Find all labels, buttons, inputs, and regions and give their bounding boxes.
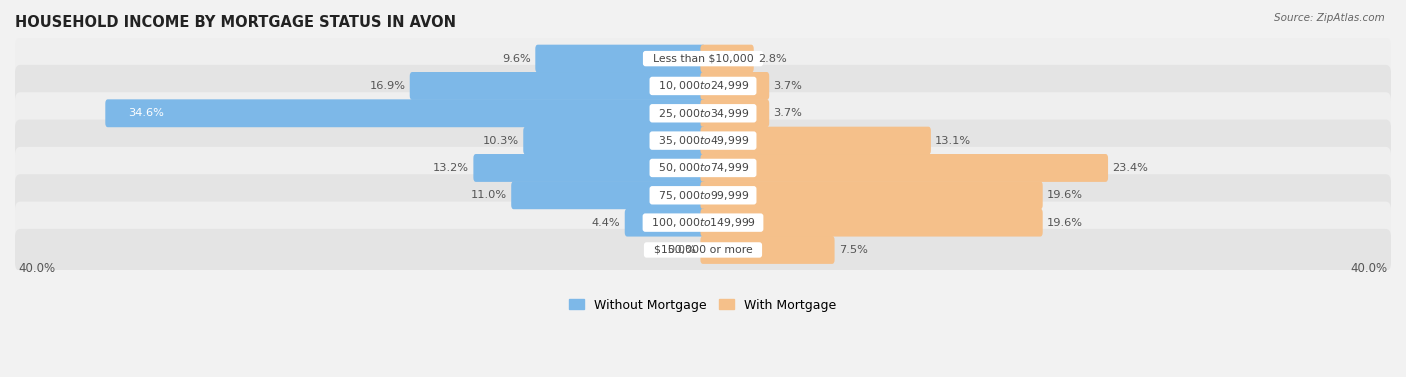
FancyBboxPatch shape [523,127,706,155]
FancyBboxPatch shape [700,209,1043,236]
FancyBboxPatch shape [700,181,1043,209]
FancyBboxPatch shape [105,100,706,127]
Text: 34.6%: 34.6% [128,108,165,118]
Text: $25,000 to $34,999: $25,000 to $34,999 [652,107,754,120]
Text: 19.6%: 19.6% [1047,218,1083,228]
Text: 3.7%: 3.7% [773,81,803,91]
Text: $100,000 to $149,999: $100,000 to $149,999 [645,216,761,229]
Text: 19.6%: 19.6% [1047,190,1083,200]
FancyBboxPatch shape [15,202,1391,244]
Text: 10.3%: 10.3% [482,136,519,146]
Text: $75,000 to $99,999: $75,000 to $99,999 [652,189,754,202]
FancyBboxPatch shape [700,154,1108,182]
FancyBboxPatch shape [15,38,1391,80]
Text: $50,000 to $74,999: $50,000 to $74,999 [652,161,754,175]
FancyBboxPatch shape [700,44,754,72]
Text: 9.6%: 9.6% [502,54,531,64]
Text: 2.8%: 2.8% [758,54,787,64]
FancyBboxPatch shape [474,154,706,182]
Text: 0.0%: 0.0% [668,245,696,255]
FancyBboxPatch shape [15,147,1391,189]
Text: 11.0%: 11.0% [471,190,508,200]
Text: 40.0%: 40.0% [18,262,56,275]
Text: HOUSEHOLD INCOME BY MORTGAGE STATUS IN AVON: HOUSEHOLD INCOME BY MORTGAGE STATUS IN A… [15,15,456,30]
Text: 13.2%: 13.2% [433,163,470,173]
FancyBboxPatch shape [700,72,769,100]
Text: 23.4%: 23.4% [1112,163,1149,173]
Text: Source: ZipAtlas.com: Source: ZipAtlas.com [1274,13,1385,23]
Text: $10,000 to $24,999: $10,000 to $24,999 [652,80,754,92]
FancyBboxPatch shape [624,209,706,236]
Text: 3.7%: 3.7% [773,108,803,118]
Text: 7.5%: 7.5% [839,245,868,255]
Text: 16.9%: 16.9% [370,81,405,91]
Text: 13.1%: 13.1% [935,136,972,146]
FancyBboxPatch shape [700,127,931,155]
Text: 4.4%: 4.4% [592,218,620,228]
FancyBboxPatch shape [15,120,1391,162]
FancyBboxPatch shape [536,44,706,72]
FancyBboxPatch shape [15,229,1391,271]
Text: 40.0%: 40.0% [1350,262,1388,275]
FancyBboxPatch shape [15,174,1391,216]
Legend: Without Mortgage, With Mortgage: Without Mortgage, With Mortgage [565,295,841,315]
Text: $150,000 or more: $150,000 or more [647,245,759,255]
FancyBboxPatch shape [409,72,706,100]
FancyBboxPatch shape [700,236,835,264]
FancyBboxPatch shape [15,65,1391,107]
Text: $35,000 to $49,999: $35,000 to $49,999 [652,134,754,147]
Text: Less than $10,000: Less than $10,000 [645,54,761,64]
FancyBboxPatch shape [700,100,769,127]
FancyBboxPatch shape [512,181,706,209]
FancyBboxPatch shape [15,92,1391,134]
